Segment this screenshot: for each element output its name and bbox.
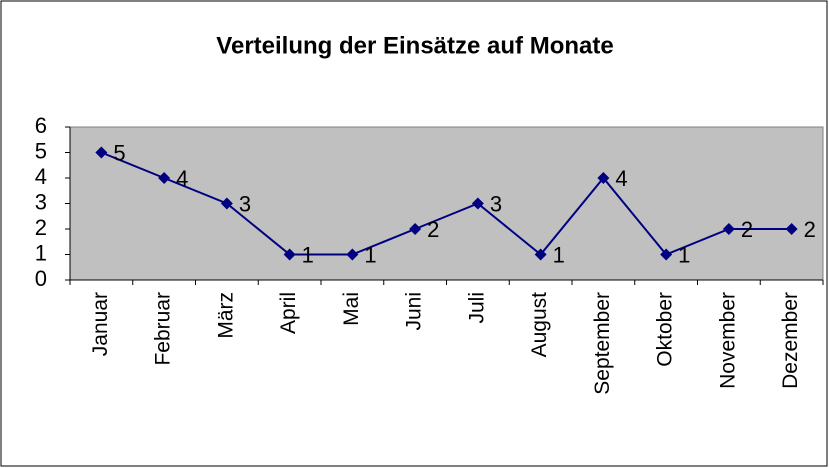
data-point bbox=[283, 248, 296, 261]
data-point bbox=[534, 248, 547, 261]
data-label: 5 bbox=[113, 140, 125, 165]
y-tick-label: 2 bbox=[35, 215, 47, 240]
data-label: 1 bbox=[678, 242, 690, 267]
data-label: 1 bbox=[302, 242, 314, 267]
x-tick-label: Dezember bbox=[779, 292, 802, 389]
x-tick-label: Februar bbox=[152, 292, 175, 366]
y-tick-label: 6 bbox=[35, 113, 47, 138]
y-tick-label: 0 bbox=[35, 266, 47, 291]
data-point bbox=[409, 223, 422, 235]
data-label: 2 bbox=[427, 217, 439, 242]
chart-title: Verteilung der Einsätze auf Monate bbox=[216, 32, 613, 59]
y-tick-label: 4 bbox=[35, 164, 47, 189]
data-point bbox=[220, 197, 233, 210]
data-label: 4 bbox=[176, 166, 188, 191]
data-point bbox=[660, 248, 673, 261]
x-tick-label: September bbox=[591, 292, 614, 395]
data-point bbox=[95, 146, 108, 159]
y-tick-label: 1 bbox=[35, 240, 47, 265]
data-point bbox=[785, 223, 798, 235]
x-tick-label: April bbox=[277, 292, 300, 334]
plot-area bbox=[69, 126, 824, 281]
x-tick-label: Januar bbox=[89, 292, 112, 356]
data-point bbox=[346, 248, 359, 261]
x-tick-label: Oktober bbox=[654, 292, 677, 367]
data-label: 3 bbox=[239, 191, 251, 216]
x-tick-label: Juni bbox=[403, 292, 426, 331]
x-tick-label: Mai bbox=[340, 292, 363, 326]
data-point bbox=[722, 223, 735, 235]
data-label: 4 bbox=[615, 166, 627, 191]
data-point bbox=[158, 172, 171, 184]
data-line bbox=[100, 151, 792, 256]
data-point bbox=[597, 172, 610, 184]
data-label: 2 bbox=[804, 217, 816, 242]
y-tick-label: 5 bbox=[35, 138, 47, 163]
y-tick-label: 3 bbox=[35, 189, 47, 214]
x-tick-label: März bbox=[214, 292, 237, 339]
data-label: 3 bbox=[490, 191, 502, 216]
x-tick-label: Juli bbox=[465, 292, 488, 324]
x-tick-label: August bbox=[528, 292, 551, 358]
data-label: 1 bbox=[364, 242, 376, 267]
data-label: 1 bbox=[553, 242, 565, 267]
x-tick-label: November bbox=[716, 292, 739, 389]
data-label: 2 bbox=[741, 217, 753, 242]
data-point bbox=[471, 197, 484, 210]
